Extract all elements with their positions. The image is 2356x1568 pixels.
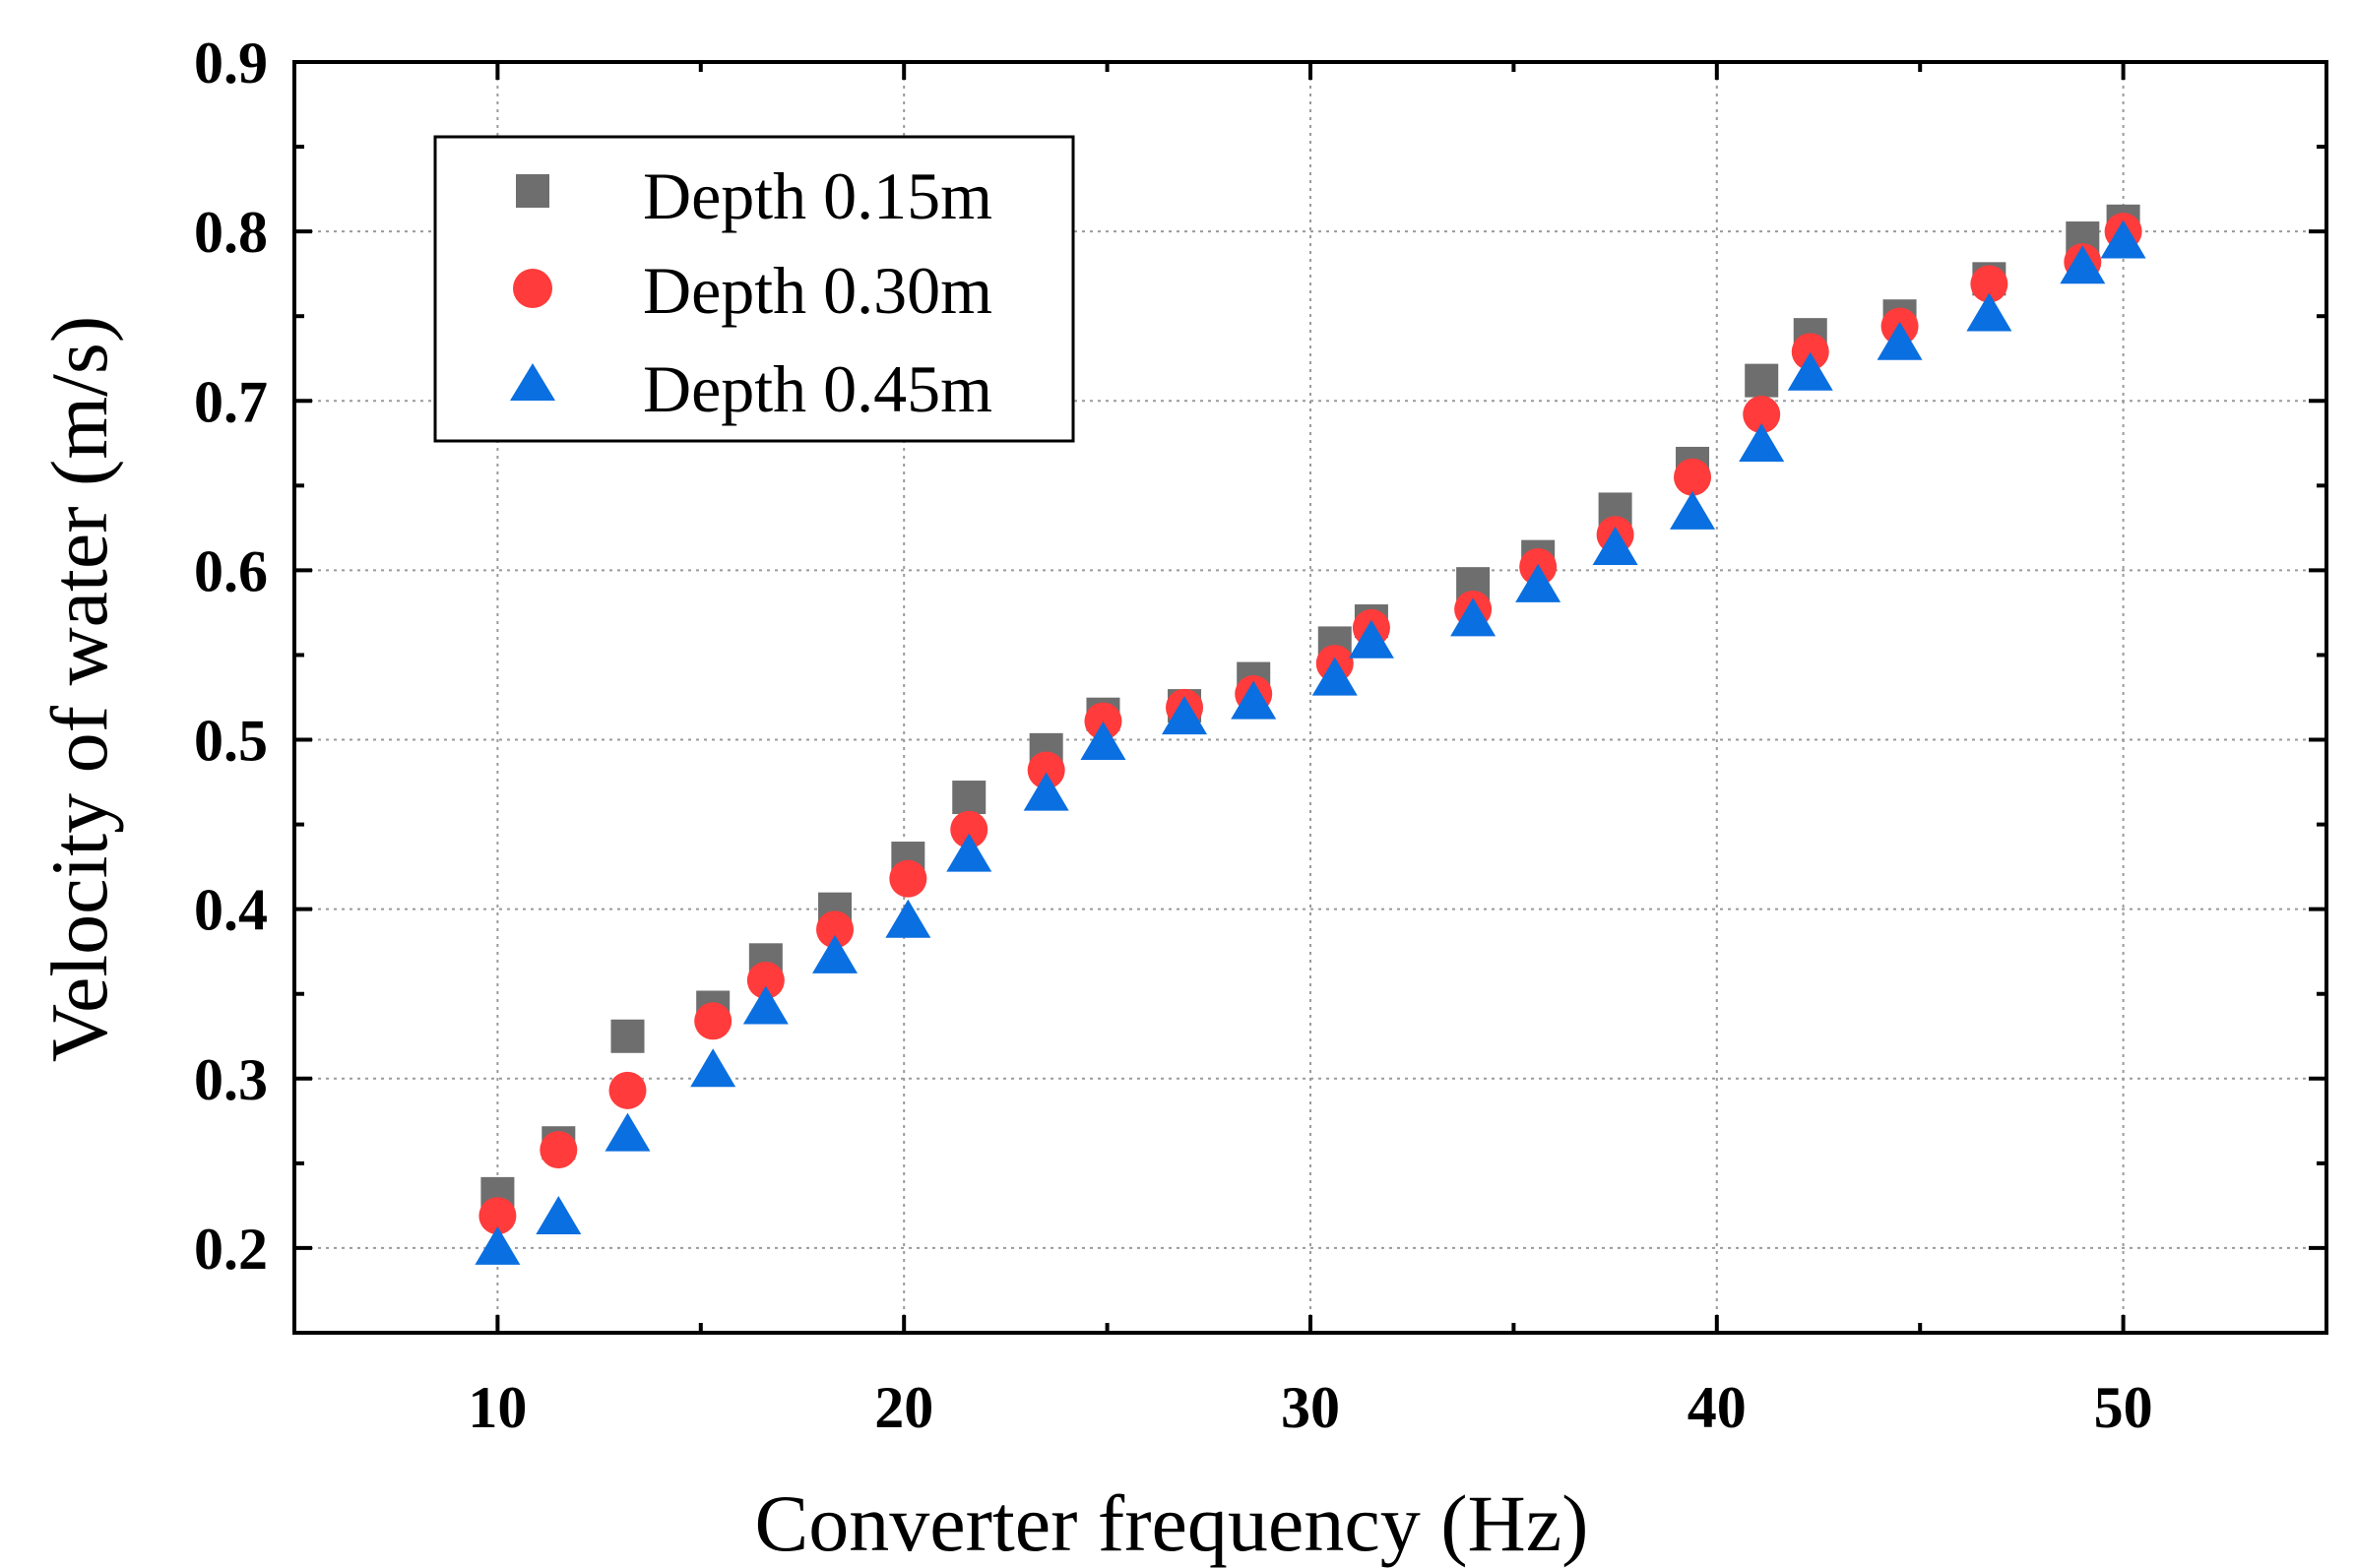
point-triangle [946, 833, 992, 872]
point-circle [478, 1197, 517, 1235]
point-triangle [1670, 490, 1716, 530]
point-triangle [2060, 245, 2106, 284]
point-triangle [1515, 563, 1561, 602]
legend-label-0: Depth 0.15m [643, 158, 992, 233]
point-triangle [812, 934, 859, 973]
plot-frame [292, 60, 2328, 1335]
point-triangle [690, 1048, 736, 1088]
legend-marker-square [516, 174, 549, 208]
point-circle [540, 1131, 578, 1169]
point-circle [889, 859, 927, 898]
series-2 [475, 220, 2146, 1265]
y-tick-label: 0.5 [194, 709, 268, 774]
x-axis-title: Converter frequency (Hz) [755, 1478, 1589, 1568]
x-tick-label: 10 [468, 1375, 527, 1440]
legend: Depth 0.15m Depth 0.30m Depth 0.45m [433, 135, 1075, 443]
y-tick-label: 0.4 [194, 878, 268, 943]
point-triangle [2100, 220, 2146, 259]
point-circle [1084, 702, 1122, 740]
y-axis-title: Velocity of water (m/s) [34, 316, 124, 1062]
point-circle [1674, 458, 1712, 496]
point-triangle [475, 1225, 521, 1265]
data-points [475, 204, 2146, 1265]
point-triangle [1966, 292, 2012, 332]
point-triangle [1311, 657, 1358, 696]
x-tick-label: 40 [1687, 1375, 1747, 1440]
point-triangle [1739, 423, 1785, 463]
point-circle [746, 961, 785, 999]
point-triangle [536, 1195, 582, 1234]
point-triangle [605, 1112, 651, 1152]
x-tick-label: 20 [874, 1375, 933, 1440]
x-tick-label: 50 [2094, 1375, 2153, 1440]
point-triangle [1080, 721, 1126, 760]
y-tick-label: 0.7 [194, 369, 268, 434]
point-square [1745, 363, 1779, 398]
point-circle [1027, 751, 1065, 789]
point-triangle [1231, 680, 1277, 720]
point-square [610, 1019, 645, 1053]
point-triangle [1787, 351, 1833, 391]
legend-marker-circle [513, 269, 552, 308]
point-triangle [1877, 321, 1923, 360]
point-square [952, 781, 987, 815]
y-tick-label: 0.8 [194, 200, 268, 265]
legend-label-1: Depth 0.30m [643, 253, 992, 328]
point-triangle [1450, 597, 1496, 637]
legend-label-2: Depth 0.45m [643, 351, 992, 426]
point-triangle [1023, 772, 1069, 811]
point-circle [816, 910, 855, 949]
point-triangle [1162, 696, 1208, 735]
point-triangle [742, 985, 789, 1025]
tick-labels: 10 20 30 40 50 0.2 0.3 0.4 0.5 0.6 0.7 0.8 0.9 [194, 31, 2153, 1440]
point-triangle [1348, 619, 1394, 659]
y-tick-label: 0.9 [194, 31, 268, 95]
point-circle [694, 1002, 732, 1040]
y-tick-label: 0.3 [194, 1047, 268, 1112]
legend-marker-triangle [510, 363, 555, 401]
point-circle [608, 1071, 647, 1109]
axis-ticks [294, 62, 2326, 1333]
point-circle [1791, 333, 1829, 371]
point-circle [1970, 265, 2008, 303]
x-tick-label: 30 [1281, 1375, 1340, 1440]
point-circle [1743, 396, 1781, 434]
point-triangle [885, 899, 931, 938]
y-tick-label: 0.2 [194, 1217, 268, 1282]
y-tick-label: 0.6 [194, 538, 268, 603]
point-circle [950, 810, 988, 848]
point-triangle [1592, 527, 1638, 566]
